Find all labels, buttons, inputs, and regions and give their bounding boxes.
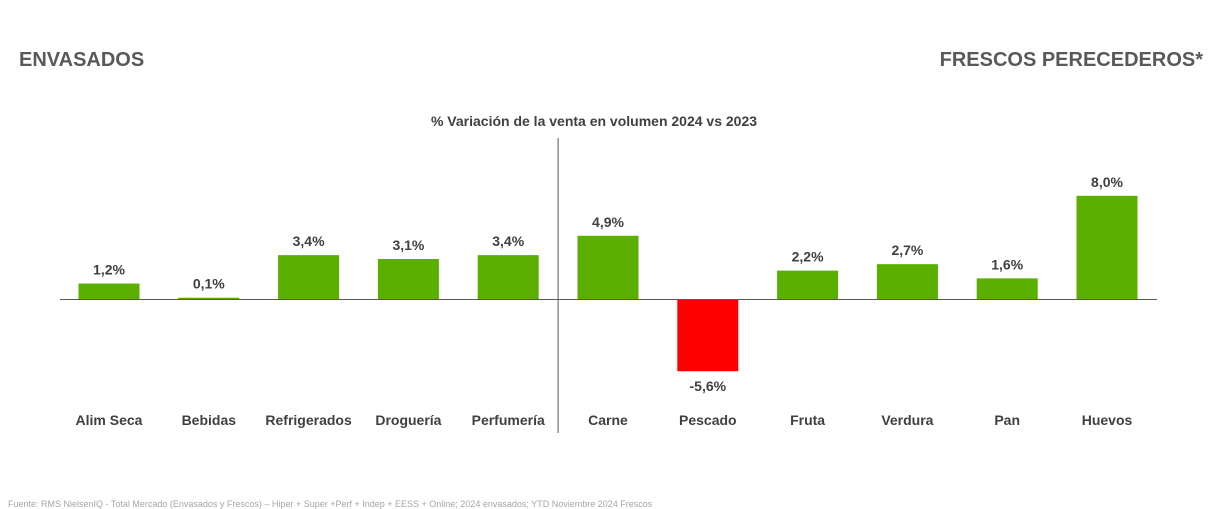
category-label-refrigerados: Refrigerados — [265, 412, 352, 428]
chart-title: % Variación de la venta en volumen 2024 … — [430, 113, 758, 129]
bar-fruta — [777, 270, 839, 299]
envasados-heading: ENVASADOS — [19, 49, 145, 71]
category-label-bebidas: Bebidas — [182, 412, 237, 428]
bar-drogueria — [377, 259, 439, 299]
bar-refrigerados — [278, 255, 340, 299]
value-label-drogueria: 3,1% — [392, 237, 424, 253]
category-label-perfumeria: Perfumería — [472, 412, 545, 428]
bar-carne — [577, 235, 639, 299]
value-label-pescado: -5,6% — [690, 378, 727, 394]
bar-pescado — [677, 299, 739, 372]
category-label-alim-seca: Alim Seca — [76, 412, 143, 428]
bar-bebidas — [178, 297, 240, 300]
value-label-bebidas: 0,1% — [193, 276, 225, 292]
bar-perfumeria — [477, 255, 539, 299]
category-label-fruta: Fruta — [790, 412, 825, 428]
value-label-perfumeria: 3,4% — [492, 233, 524, 249]
bar-pan — [976, 278, 1038, 299]
value-label-refrigerados: 3,4% — [293, 233, 325, 249]
bar-huevos — [1076, 195, 1138, 299]
frescos-perecederos-heading: FRESCOS PERECEDEROS* — [939, 49, 1203, 71]
category-label-drogueria: Droguería — [375, 412, 441, 428]
category-label-pan: Pan — [994, 412, 1020, 428]
category-label-carne: Carne — [588, 412, 628, 428]
value-label-alim-seca: 1,2% — [93, 262, 125, 278]
bar-alim-seca — [78, 283, 140, 299]
category-label-pescado: Pescado — [679, 412, 737, 428]
value-label-huevos: 8,0% — [1091, 174, 1123, 190]
value-label-carne: 4,9% — [592, 214, 624, 230]
category-label-huevos: Huevos — [1082, 412, 1133, 428]
value-label-verdura: 2,7% — [891, 242, 923, 258]
bar-verdura — [876, 264, 938, 299]
value-label-fruta: 2,2% — [792, 249, 824, 265]
category-label-verdura: Verdura — [881, 412, 933, 428]
value-label-pan: 1,6% — [991, 256, 1023, 272]
source-footnote: Fuente: RMS NielsenIQ - Total Mercado (E… — [8, 499, 653, 509]
